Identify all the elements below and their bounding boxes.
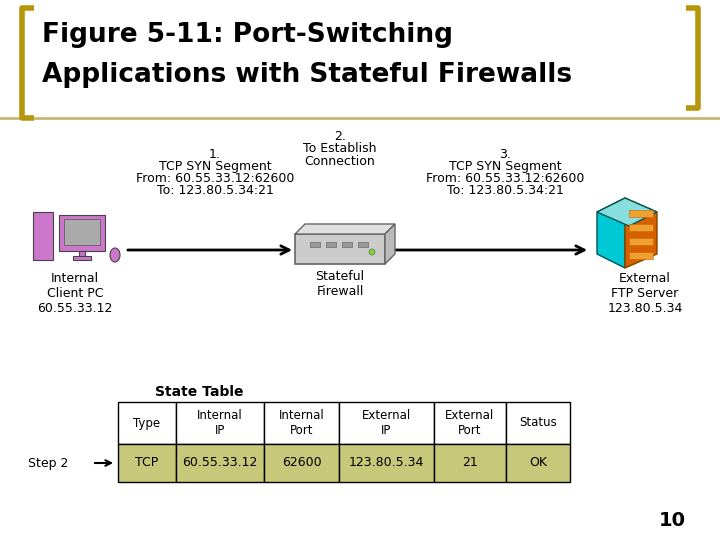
Bar [434, 402, 506, 444]
Bar [342, 242, 352, 247]
Circle shape [369, 249, 375, 255]
Bar [176, 444, 264, 482]
Text: 2.: 2. [334, 130, 346, 143]
Text: Applications with Stateful Firewalls: Applications with Stateful Firewalls [42, 62, 572, 88]
Text: From: 60.55.33.12:62600: From: 60.55.33.12:62600 [426, 172, 584, 185]
Text: TCP SYN Segment: TCP SYN Segment [158, 160, 271, 173]
Text: External
FTP Server
123.80.5.34: External FTP Server 123.80.5.34 [607, 272, 683, 315]
Text: To Establish: To Establish [303, 142, 377, 155]
Bar [506, 402, 570, 444]
Text: Internal
IP: Internal IP [197, 409, 243, 437]
Polygon shape [385, 224, 395, 264]
Bar [326, 242, 336, 247]
Text: 123.80.5.34: 123.80.5.34 [348, 456, 424, 469]
Text: Type: Type [133, 416, 161, 429]
Text: OK: OK [529, 456, 547, 469]
Bar [118, 402, 176, 444]
Text: TCP: TCP [135, 456, 158, 469]
Text: State Table: State Table [155, 385, 243, 399]
Bar [33, 212, 53, 260]
Text: TCP SYN Segment: TCP SYN Segment [449, 160, 562, 173]
Text: To: 123.80.5.34:21: To: 123.80.5.34:21 [446, 184, 564, 197]
Bar [64, 219, 100, 245]
Text: From: 60.55.33.12:62600: From: 60.55.33.12:62600 [136, 172, 294, 185]
Polygon shape [597, 198, 657, 226]
Text: Figure 5-11: Port-Switching: Figure 5-11: Port-Switching [42, 22, 453, 48]
Text: Internal
Client PC
60.55.33.12: Internal Client PC 60.55.33.12 [37, 272, 113, 315]
Text: External
Port: External Port [446, 409, 495, 437]
Polygon shape [629, 224, 653, 231]
Bar [310, 242, 320, 247]
Bar [434, 444, 506, 482]
Bar [118, 444, 176, 482]
Ellipse shape [110, 248, 120, 262]
Text: 21: 21 [462, 456, 478, 469]
Polygon shape [629, 252, 653, 259]
Text: Status: Status [519, 416, 557, 429]
Text: To: 123.80.5.34:21: To: 123.80.5.34:21 [156, 184, 274, 197]
Text: 60.55.33.12: 60.55.33.12 [182, 456, 258, 469]
Bar [339, 402, 434, 444]
Bar [295, 234, 385, 264]
Bar [264, 444, 339, 482]
Text: Internal
Port: Internal Port [279, 409, 325, 437]
Bar [176, 402, 264, 444]
Bar [358, 242, 368, 247]
Bar [73, 256, 91, 260]
Text: 10: 10 [659, 511, 685, 530]
Bar [506, 444, 570, 482]
Polygon shape [625, 198, 657, 268]
Bar [79, 251, 85, 256]
Polygon shape [295, 224, 395, 234]
Polygon shape [629, 238, 653, 245]
Bar [339, 444, 434, 482]
Text: 62600: 62600 [282, 456, 321, 469]
Text: Step 2: Step 2 [28, 456, 68, 469]
Text: 1.: 1. [209, 148, 221, 161]
Text: Connection: Connection [305, 155, 375, 168]
Bar [264, 402, 339, 444]
Text: External
IP: External IP [362, 409, 411, 437]
Text: 3.: 3. [499, 148, 511, 161]
Text: Stateful
Firewall: Stateful Firewall [315, 270, 364, 298]
Bar [59, 215, 105, 251]
Polygon shape [629, 210, 653, 217]
Polygon shape [597, 198, 625, 268]
